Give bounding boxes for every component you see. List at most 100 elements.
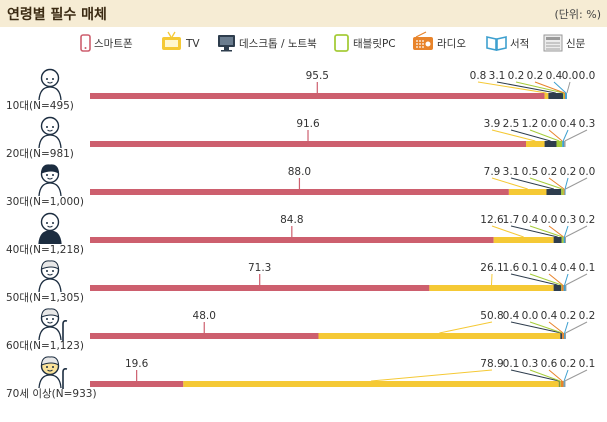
category-label: 40대(N=1,218) [6, 244, 84, 256]
data-label: 0.4 [560, 262, 577, 274]
data-label: 0.8 [470, 70, 487, 82]
leader-line [491, 177, 528, 190]
leader-line [529, 225, 563, 238]
leader-line [510, 129, 551, 142]
bar-segment [565, 93, 567, 99]
leader-line [510, 225, 558, 238]
data-label: 1.6 [503, 262, 520, 274]
legend-item-desktop: 데스크톱 / 노트북 [218, 35, 317, 52]
category-label: 70세 이상(N=933) [6, 388, 97, 400]
legend-label: 신문 [566, 38, 586, 50]
data-label: 0.2 [579, 310, 596, 322]
bar-segment [553, 237, 562, 243]
data-label: 91.6 [296, 118, 320, 130]
data-label: 0.4 [541, 262, 558, 274]
smartphone-icon [80, 34, 91, 52]
leader-line [510, 321, 562, 334]
leader-line [548, 129, 563, 142]
bar-segment [565, 237, 566, 243]
bar-segment [183, 381, 559, 387]
legend-label: 라디오 [437, 38, 466, 50]
legend-label: 서적 [510, 38, 529, 50]
bar-segment [561, 285, 563, 291]
bar-segment [560, 381, 564, 387]
bar-segment [548, 93, 564, 99]
bar-segment [561, 189, 564, 195]
category-label: 20대(N=981) [6, 148, 74, 160]
bar-segment [562, 333, 565, 339]
data-label: 26.1 [480, 262, 503, 274]
bar-segment [493, 237, 554, 243]
data-label: 0.4 [541, 310, 558, 322]
legend: 스마트폰 TV 데스크톱 / 노트북 태블릿PC 라디오 서적 신문 [80, 31, 586, 52]
data-label: 0.0 [579, 166, 596, 178]
bar-segment [508, 189, 547, 195]
data-label: 50.8 [480, 310, 503, 322]
radio-icon [413, 31, 433, 50]
data-label: 0.2 [579, 214, 596, 226]
leader-line [548, 273, 563, 286]
leader-line [564, 321, 569, 334]
data-label: 0.2 [527, 70, 544, 82]
category-label: 30대(N=1,000) [6, 196, 84, 208]
data-label: 48.0 [193, 310, 216, 322]
row-4: 40대(N=1,218) 84.8 12.61.7 0.4 0.0 0.3 0.2 [6, 212, 596, 256]
bar-segment [526, 141, 545, 147]
leader-line [510, 177, 554, 190]
leader-line [510, 369, 560, 382]
leader-line [548, 177, 565, 190]
data-label: 0.4 [546, 70, 563, 82]
person-avatar-icon [38, 356, 68, 389]
row-6: 60대(N=1,123)48.0 50.80.4 0.0 0.4 0.2 0.2 [6, 308, 596, 352]
leader-line [491, 129, 536, 142]
data-label: 0.2 [560, 166, 577, 178]
data-label: 0.3 [579, 118, 596, 130]
unit-label: (단위: %) [554, 8, 601, 21]
bar-segment [559, 381, 561, 387]
bar-segment [556, 141, 563, 147]
bar-segment [564, 93, 566, 99]
data-label: 0.1 [579, 358, 596, 370]
person-avatar-icon [38, 164, 62, 197]
bar-segment [318, 333, 561, 339]
bar-segment [90, 141, 527, 147]
person-avatar-icon [38, 68, 62, 101]
leader-line [565, 273, 588, 286]
leader-line [563, 369, 569, 382]
data-label: 0.2 [560, 358, 577, 370]
data-label: 0.6 [541, 358, 558, 370]
bar-segment [565, 333, 566, 339]
leader-line [566, 81, 571, 94]
leader-line [510, 273, 558, 286]
data-label: 88.0 [288, 166, 311, 178]
leader-line [496, 81, 556, 94]
leader-line [529, 129, 560, 142]
leader-line [534, 81, 565, 94]
category-label: 60대(N=1,123) [6, 340, 84, 352]
data-label: 0.1 [503, 358, 520, 370]
leader-line [548, 321, 564, 334]
book-icon [486, 36, 507, 51]
bar-segment [561, 237, 564, 243]
bar-segment [561, 285, 564, 291]
leader-line [529, 177, 563, 190]
bar-segment [558, 381, 560, 387]
legend-label: 스마트폰 [94, 38, 133, 50]
row-5: 50대(N=1,305)71.3 26.11.6 0.1 0.4 0.4 0.1 [6, 260, 595, 304]
bar-segment [564, 333, 566, 339]
data-label: 0.2 [560, 310, 577, 322]
data-label: 0.0 [541, 118, 558, 130]
category-label: 50대(N=1,305) [6, 292, 84, 304]
row-3: 30대(N=1,000)88.0 7.9 3.1 0.5 0.2 0.2 0.0 [6, 164, 596, 208]
data-label: 84.8 [280, 214, 303, 226]
bar-segment [90, 189, 509, 195]
bar-segment [563, 381, 565, 387]
bar-segment [562, 141, 565, 147]
leader-line [548, 225, 564, 238]
category-label: 10대(N=495) [6, 100, 74, 112]
data-label: 0.0 [562, 70, 579, 82]
bar-segment [544, 141, 557, 147]
legend-label: 태블릿PC [353, 38, 396, 50]
